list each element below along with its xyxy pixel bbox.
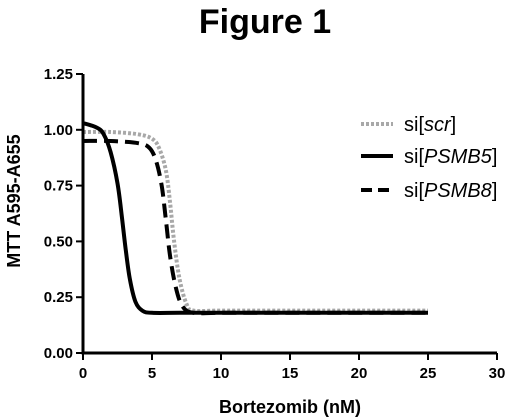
y-tick-label: 1.00: [44, 122, 73, 139]
y-tick-label: 0.25: [44, 289, 73, 306]
chart-title: Figure 1: [199, 3, 331, 41]
x-tick-label: 20: [351, 365, 368, 382]
legend-label-gene: PSMB8: [424, 180, 492, 202]
legend: si[scr]si[PSMB5]si[PSMB8]: [361, 114, 497, 202]
y-tick-label: 0.75: [44, 178, 73, 195]
x-tick-label: 15: [282, 365, 299, 382]
y-axis-label: MTT A595-A655: [4, 134, 24, 267]
y-tick-label: 1.25: [44, 66, 73, 83]
legend-label-suffix: ]: [492, 146, 498, 168]
x-tick-label: 5: [148, 365, 156, 382]
legend-label-psmb8: si[PSMB8]: [404, 180, 497, 202]
x-tick-label: 0: [79, 365, 87, 382]
x-tick-label: 25: [420, 365, 437, 382]
plot-area: 0.00 0.25 0.50 0.75 1.00 1.25 0 5 10 15 20 25 30: [44, 66, 506, 382]
y-tick-label: 0.00: [44, 345, 73, 362]
legend-label-psmb5: si[PSMB5]: [404, 146, 497, 168]
y-tick-label: 0.50: [44, 233, 73, 250]
series-line-psmb5: [82, 121, 428, 315]
legend-label-scr: si[scr]: [404, 114, 456, 136]
x-axis-ticks: 0 5 10 15 20 25 30: [79, 353, 506, 382]
series-layer: [82, 121, 428, 316]
series-line-psmb8: [82, 138, 428, 316]
y-axis-ticks: 0.00 0.25 0.50 0.75 1.00 1.25: [44, 66, 83, 362]
legend-label-prefix: si[: [404, 146, 424, 168]
x-tick-label: 10: [213, 365, 230, 382]
series-line-scr: [82, 129, 428, 314]
legend-label-suffix: ]: [451, 114, 457, 136]
legend-label-prefix: si[: [404, 114, 424, 136]
x-tick-label: 30: [489, 365, 506, 382]
legend-label-gene: scr: [424, 114, 452, 136]
legend-label-gene: PSMB5: [424, 146, 493, 168]
legend-label-prefix: si[: [404, 180, 424, 202]
x-axis-label: Bortezomib (nM): [219, 397, 361, 417]
legend-label-suffix: ]: [492, 180, 498, 202]
